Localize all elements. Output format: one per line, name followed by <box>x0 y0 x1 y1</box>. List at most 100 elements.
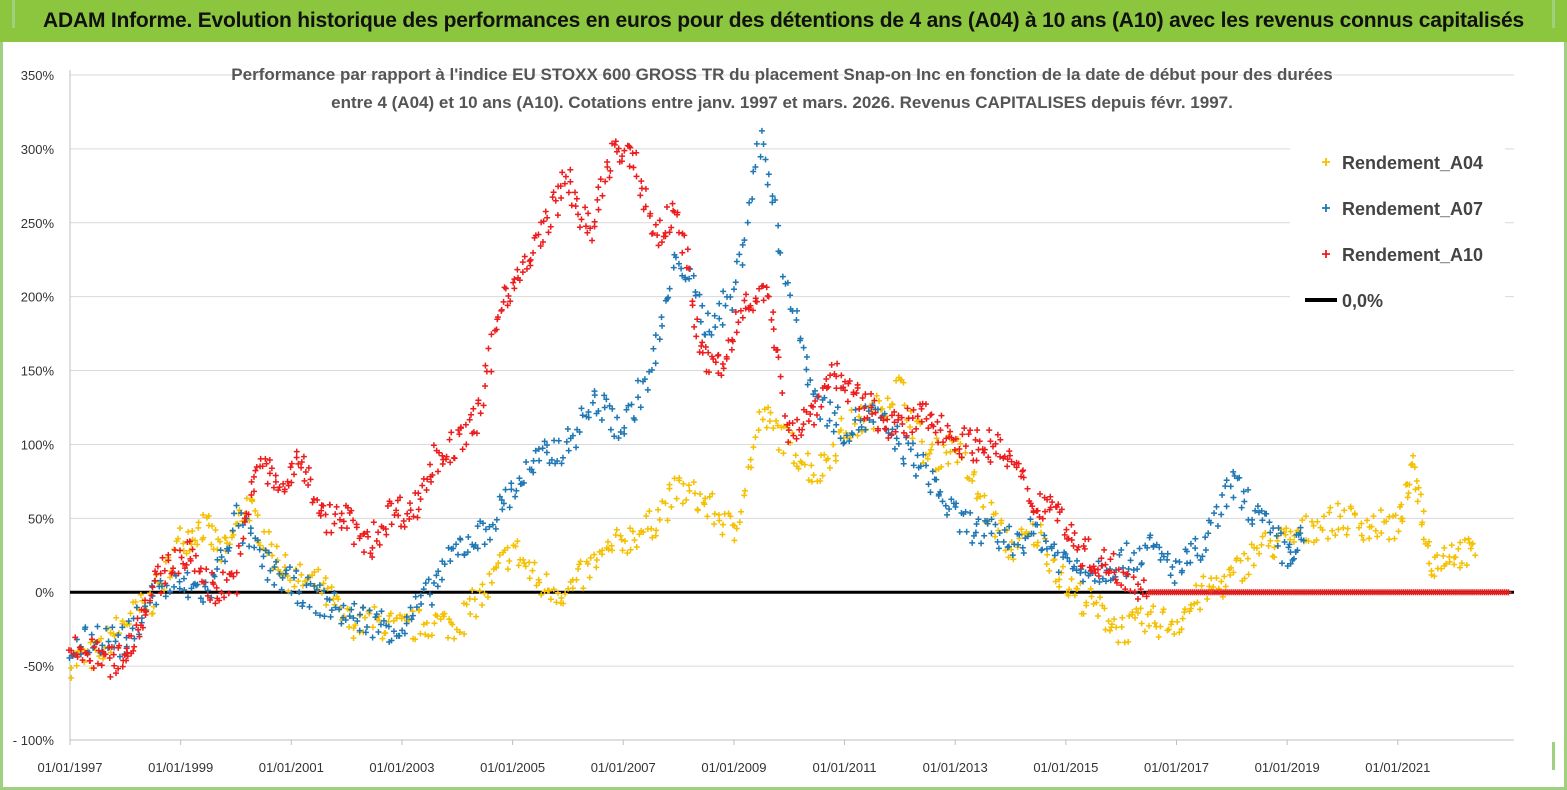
point-rendement-a07 <box>543 449 550 456</box>
point-rendement-a07 <box>338 620 345 627</box>
point-rendement-a04 <box>546 587 553 594</box>
point-rendement-a07 <box>327 613 334 620</box>
point-rendement-a04 <box>938 463 945 470</box>
point-rendement-a07 <box>704 310 711 317</box>
point-rendement-a04 <box>1431 573 1438 580</box>
point-rendement-a07 <box>849 431 856 438</box>
point-rendement-a04 <box>1434 552 1441 559</box>
chart-title-line-2: entre 4 (A04) et 10 ans (A10). Cotations… <box>331 93 1233 112</box>
point-rendement-a07 <box>375 629 382 636</box>
point-rendement-a07 <box>288 589 295 596</box>
point-rendement-a10 <box>373 537 380 544</box>
point-rendement-a07 <box>1194 552 1201 559</box>
point-rendement-a04 <box>1056 576 1063 583</box>
point-rendement-a04 <box>533 582 540 589</box>
point-rendement-a07 <box>635 394 642 401</box>
point-rendement-a04 <box>1132 614 1139 621</box>
point-rendement-a07 <box>933 476 940 483</box>
point-rendement-a07 <box>316 612 323 619</box>
point-rendement-a07 <box>1266 519 1273 526</box>
point-rendement-a07 <box>981 532 988 539</box>
point-rendement-a04 <box>697 490 704 497</box>
point-rendement-a07 <box>307 580 314 587</box>
point-rendement-a04 <box>282 552 289 559</box>
point-rendement-a07 <box>1281 538 1288 545</box>
point-rendement-a10 <box>415 490 422 497</box>
point-rendement-a04 <box>1215 585 1222 592</box>
point-rendement-a07 <box>1227 483 1234 490</box>
point-rendement-a10 <box>123 657 130 664</box>
point-rendement-a07 <box>969 539 976 546</box>
point-rendement-a10 <box>668 224 675 231</box>
point-rendement-a04 <box>992 510 999 517</box>
point-rendement-a07 <box>686 275 693 282</box>
point-rendement-a04 <box>324 585 331 592</box>
point-rendement-a04 <box>798 459 805 466</box>
point-rendement-a10 <box>291 471 298 478</box>
point-rendement-a10 <box>212 600 219 607</box>
point-rendement-a04 <box>1083 599 1090 606</box>
point-rendement-a04 <box>1378 530 1385 537</box>
point-rendement-a04 <box>1420 536 1427 543</box>
point-rendement-a07 <box>313 586 320 593</box>
point-rendement-a10 <box>961 425 968 432</box>
point-rendement-a04 <box>587 554 594 561</box>
point-rendement-a07 <box>846 438 853 445</box>
point-rendement-a10 <box>407 507 414 514</box>
point-rendement-a10 <box>550 189 557 196</box>
point-rendement-a10 <box>545 229 552 236</box>
point-rendement-a04 <box>1135 609 1142 616</box>
point-rendement-a07 <box>1172 558 1179 565</box>
point-rendement-a07 <box>409 612 416 619</box>
point-rendement-a04 <box>1458 560 1465 567</box>
point-rendement-a10 <box>1054 517 1061 524</box>
point-rendement-a04 <box>1052 578 1059 585</box>
point-rendement-a07 <box>1167 572 1174 579</box>
point-rendement-a04 <box>742 487 749 494</box>
point-rendement-a04 <box>1093 599 1100 606</box>
point-rendement-a10 <box>84 651 91 658</box>
point-rendement-a04 <box>1424 542 1431 549</box>
point-rendement-a10 <box>470 405 477 412</box>
point-rendement-a07 <box>1274 543 1281 550</box>
point-rendement-a10 <box>157 590 164 597</box>
point-rendement-a04 <box>837 427 844 434</box>
point-rendement-a10 <box>369 544 376 551</box>
point-rendement-a07 <box>573 444 580 451</box>
point-rendement-a04 <box>346 624 353 631</box>
point-rendement-a04 <box>506 557 513 564</box>
point-rendement-a04 <box>943 449 950 456</box>
point-rendement-a10 <box>562 173 569 180</box>
point-rendement-a10 <box>196 568 203 575</box>
point-rendement-a10 <box>1036 491 1043 498</box>
point-rendement-a07 <box>1291 555 1297 562</box>
point-rendement-a10 <box>424 476 431 483</box>
point-rendement-a07 <box>247 530 254 537</box>
point-rendement-a07 <box>591 392 598 399</box>
point-rendement-a04 <box>701 501 708 508</box>
point-rendement-a04 <box>466 595 473 602</box>
point-rendement-a04 <box>132 599 139 606</box>
point-rendement-a04 <box>562 590 569 597</box>
point-rendement-a10 <box>691 323 698 330</box>
point-rendement-a04 <box>100 655 107 662</box>
point-rendement-a04 <box>1005 554 1012 561</box>
point-rendement-a07 <box>1071 563 1078 570</box>
point-rendement-a10 <box>447 459 454 466</box>
point-rendement-a07 <box>1294 547 1301 554</box>
point-rendement-a04 <box>420 621 427 628</box>
point-rendement-a04 <box>1227 571 1234 578</box>
point-rendement-a07 <box>362 629 369 636</box>
point-rendement-a07 <box>1199 553 1206 560</box>
point-rendement-a07 <box>744 219 751 226</box>
point-rendement-a04 <box>328 584 335 591</box>
point-rendement-a07 <box>565 447 572 454</box>
point-rendement-a07 <box>482 526 489 533</box>
point-rendement-a10 <box>181 565 188 572</box>
point-rendement-a07 <box>229 527 236 534</box>
point-rendement-a07 <box>606 402 613 409</box>
point-rendement-a10 <box>207 596 214 603</box>
point-rendement-a04 <box>1440 552 1447 559</box>
point-rendement-a10 <box>94 660 101 667</box>
point-rendement-a10 <box>200 579 207 586</box>
